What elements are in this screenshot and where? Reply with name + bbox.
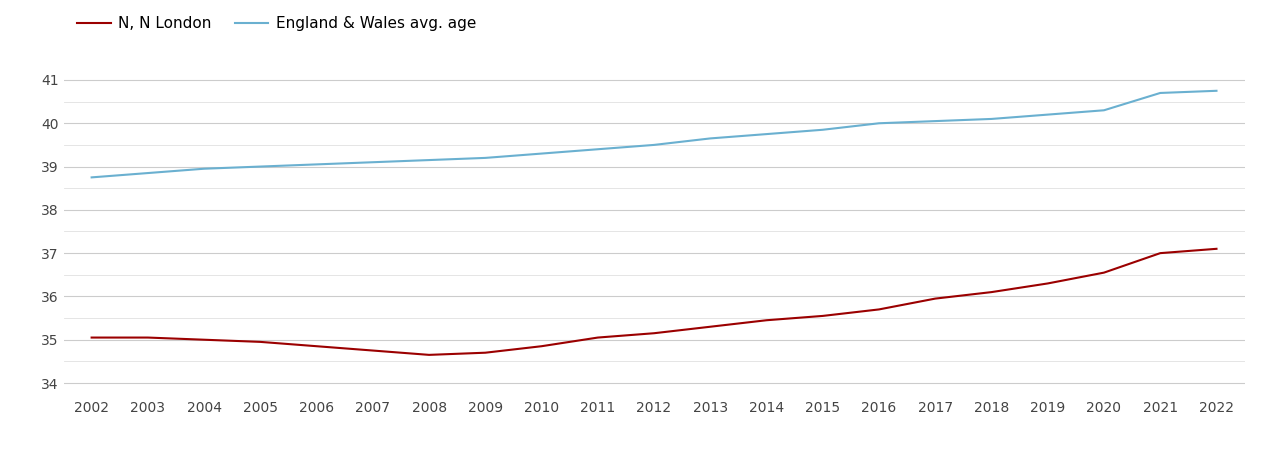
England & Wales avg. age xyxy=(422,158,437,163)
England & Wales avg. age xyxy=(1153,90,1168,96)
N, N London xyxy=(422,352,437,358)
England & Wales avg. age xyxy=(759,131,775,137)
N, N London xyxy=(927,296,942,302)
England & Wales avg. age xyxy=(84,175,99,180)
England & Wales avg. age xyxy=(197,166,212,171)
England & Wales avg. age xyxy=(478,155,493,161)
N, N London xyxy=(984,289,999,295)
England & Wales avg. age xyxy=(366,160,381,165)
England & Wales avg. age xyxy=(309,162,324,167)
N, N London xyxy=(1096,270,1111,275)
N, N London xyxy=(478,350,493,356)
England & Wales avg. age xyxy=(1040,112,1055,117)
England & Wales avg. age xyxy=(646,142,662,148)
N, N London xyxy=(1040,281,1055,286)
England & Wales avg. age xyxy=(1209,88,1224,94)
England & Wales avg. age xyxy=(984,116,999,122)
England & Wales avg. age xyxy=(140,171,155,176)
N, N London xyxy=(1209,246,1224,252)
England & Wales avg. age xyxy=(927,118,942,124)
Line: England & Wales avg. age: England & Wales avg. age xyxy=(91,91,1217,177)
N, N London xyxy=(646,331,662,336)
Legend: N, N London, England & Wales avg. age: N, N London, England & Wales avg. age xyxy=(71,10,483,37)
England & Wales avg. age xyxy=(1096,108,1111,113)
N, N London xyxy=(759,318,775,323)
N, N London xyxy=(702,324,718,329)
N, N London xyxy=(366,348,381,353)
N, N London xyxy=(197,337,212,342)
N, N London xyxy=(309,343,324,349)
England & Wales avg. age xyxy=(815,127,831,132)
N, N London xyxy=(871,307,886,312)
N, N London xyxy=(140,335,155,340)
N, N London xyxy=(533,343,549,349)
N, N London xyxy=(815,313,831,319)
N, N London xyxy=(1153,251,1168,256)
Line: N, N London: N, N London xyxy=(91,249,1217,355)
England & Wales avg. age xyxy=(871,121,886,126)
England & Wales avg. age xyxy=(533,151,549,156)
N, N London xyxy=(591,335,606,340)
N, N London xyxy=(253,339,268,345)
England & Wales avg. age xyxy=(253,164,268,169)
England & Wales avg. age xyxy=(591,147,606,152)
England & Wales avg. age xyxy=(702,136,718,141)
N, N London xyxy=(84,335,99,340)
